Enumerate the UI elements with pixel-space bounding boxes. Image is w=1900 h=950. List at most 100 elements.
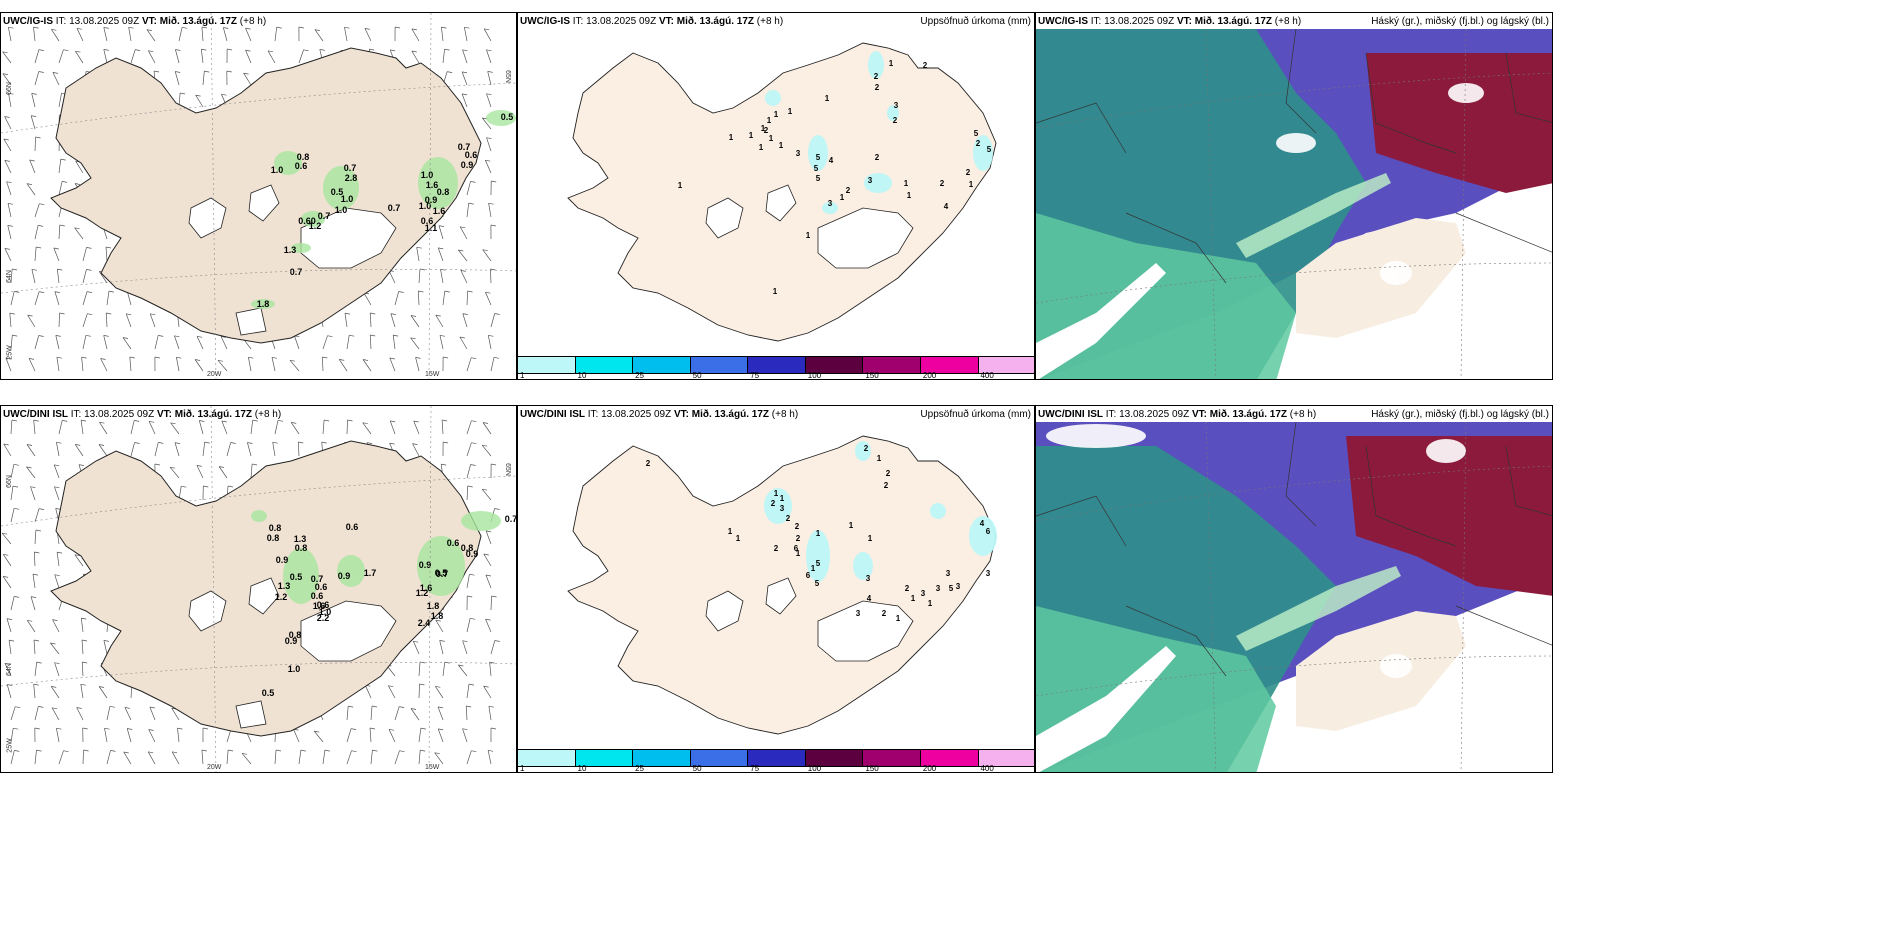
value-label: 1: [773, 287, 778, 296]
wind-barb-tick: [135, 49, 141, 51]
wind-barb-tick: [393, 334, 399, 337]
wind-barb-tick: [389, 357, 395, 360]
wind-barb: [418, 683, 420, 699]
wind-barb-tick: [489, 661, 495, 664]
wind-barb-tick: [170, 422, 176, 425]
value-label: 1.6: [426, 180, 439, 190]
wind-barb-tick: [87, 313, 93, 316]
value-label: 5: [815, 579, 820, 588]
colorbar-ticks: 1 10 25 50 75 100 150 200 400: [518, 371, 1034, 380]
value-label: 6: [806, 571, 811, 580]
wind-barb-tick: [439, 640, 445, 642]
colorbar-tick-label: 1: [520, 371, 525, 380]
lon-label: 20W: [207, 764, 222, 771]
wind-barb: [130, 442, 135, 457]
wind-barb: [290, 422, 300, 435]
wind-barb: [26, 620, 36, 633]
wind-barb: [465, 705, 468, 721]
wind-barb: [485, 292, 492, 306]
wind-barb: [10, 486, 14, 501]
wind-barb-tick: [99, 686, 105, 688]
wind-barb: [58, 312, 60, 328]
wind-barb-tick: [177, 727, 183, 730]
wind-barb-tick: [277, 419, 284, 422]
wind-barb-tick: [182, 26, 188, 29]
precip-values: 0.70.80.80.61.30.80.90.5 0.70.60.61.61.00…: [262, 514, 517, 698]
wind-barb-tick: [420, 749, 426, 752]
value-label: 4: [980, 519, 985, 528]
colorbar-tick-label: 75: [750, 764, 760, 773]
wind-barb: [484, 160, 492, 174]
wind-barb-tick: [196, 465, 202, 467]
wind-barb: [54, 486, 60, 501]
wind-barb: [1, 532, 12, 545]
value-label: 2: [796, 534, 801, 543]
wind-barb-tick: [469, 573, 475, 576]
wind-barb-tick: [57, 268, 63, 271]
wind-barb-tick: [438, 728, 444, 731]
wind-barb-tick: [437, 706, 444, 709]
wind-barb: [490, 313, 496, 328]
wind-barb-tick: [314, 730, 320, 733]
value-label: 0.6: [315, 582, 328, 592]
valid-time: Mið. 13.ágú. 17Z: [676, 16, 754, 27]
colorbar-tick-label: 400: [980, 764, 994, 773]
lat-label: 65N: [504, 463, 512, 476]
wind-barb: [33, 684, 36, 699]
value-label: 0.7: [318, 211, 331, 221]
colorbar-tick-label: 400: [980, 371, 994, 380]
value-label: 1.2: [416, 588, 429, 598]
wind-barb: [294, 335, 300, 350]
wind-barb: [154, 335, 159, 350]
wind-barb-tick: [56, 727, 62, 730]
value-label: 1.1: [425, 223, 438, 233]
wind-barb: [221, 420, 228, 435]
lon-label: 20W: [207, 371, 222, 378]
wind-barb: [27, 314, 36, 328]
wind-barb-tick: [444, 48, 450, 51]
wind-barb-tick: [75, 444, 81, 446]
wind-barb: [54, 291, 60, 306]
wind-barb: [130, 49, 136, 64]
wind-barb: [483, 28, 492, 42]
wind-barb-tick: [38, 225, 44, 227]
wind-barb: [418, 268, 421, 284]
value-label: 0.7: [505, 514, 517, 524]
value-label: 1: [769, 134, 774, 143]
wind-barb-tick: [7, 684, 13, 686]
value-label: 0.8: [289, 630, 302, 640]
wind-barb: [56, 552, 60, 567]
wind-barb: [466, 485, 469, 501]
wind-barb: [34, 662, 38, 677]
wind-barb-tick: [438, 225, 445, 227]
value-label: 1: [840, 193, 845, 202]
wind-barb: [418, 728, 422, 743]
value-label: 2: [875, 153, 880, 162]
wind-barb: [321, 356, 324, 372]
value-label: 0.7: [458, 142, 471, 152]
wind-barb-tick: [389, 442, 395, 445]
ice-cap: [705, 197, 744, 239]
wind-barb: [441, 27, 444, 42]
wind-barb-tick: [482, 249, 488, 252]
value-label: 2: [795, 522, 800, 531]
precip-patches: [251, 110, 516, 309]
wind-barb-tick: [174, 442, 181, 444]
value-label: 0.60: [298, 216, 316, 226]
wind-barb-tick: [127, 728, 133, 730]
wind-barb-tick: [38, 335, 44, 337]
wind-barb-tick: [324, 419, 330, 422]
wind-barb-tick: [410, 315, 417, 317]
wind-barb-tick: [15, 706, 21, 709]
wind-barb-tick: [462, 728, 468, 731]
wind-barb: [34, 203, 40, 218]
value-label: 0.8: [295, 543, 308, 553]
value-label: 5: [816, 153, 821, 162]
wind-barb: [125, 313, 132, 328]
precip-areas: [764, 441, 997, 582]
wind-barb: [103, 640, 108, 655]
wind-barb: [33, 420, 36, 435]
